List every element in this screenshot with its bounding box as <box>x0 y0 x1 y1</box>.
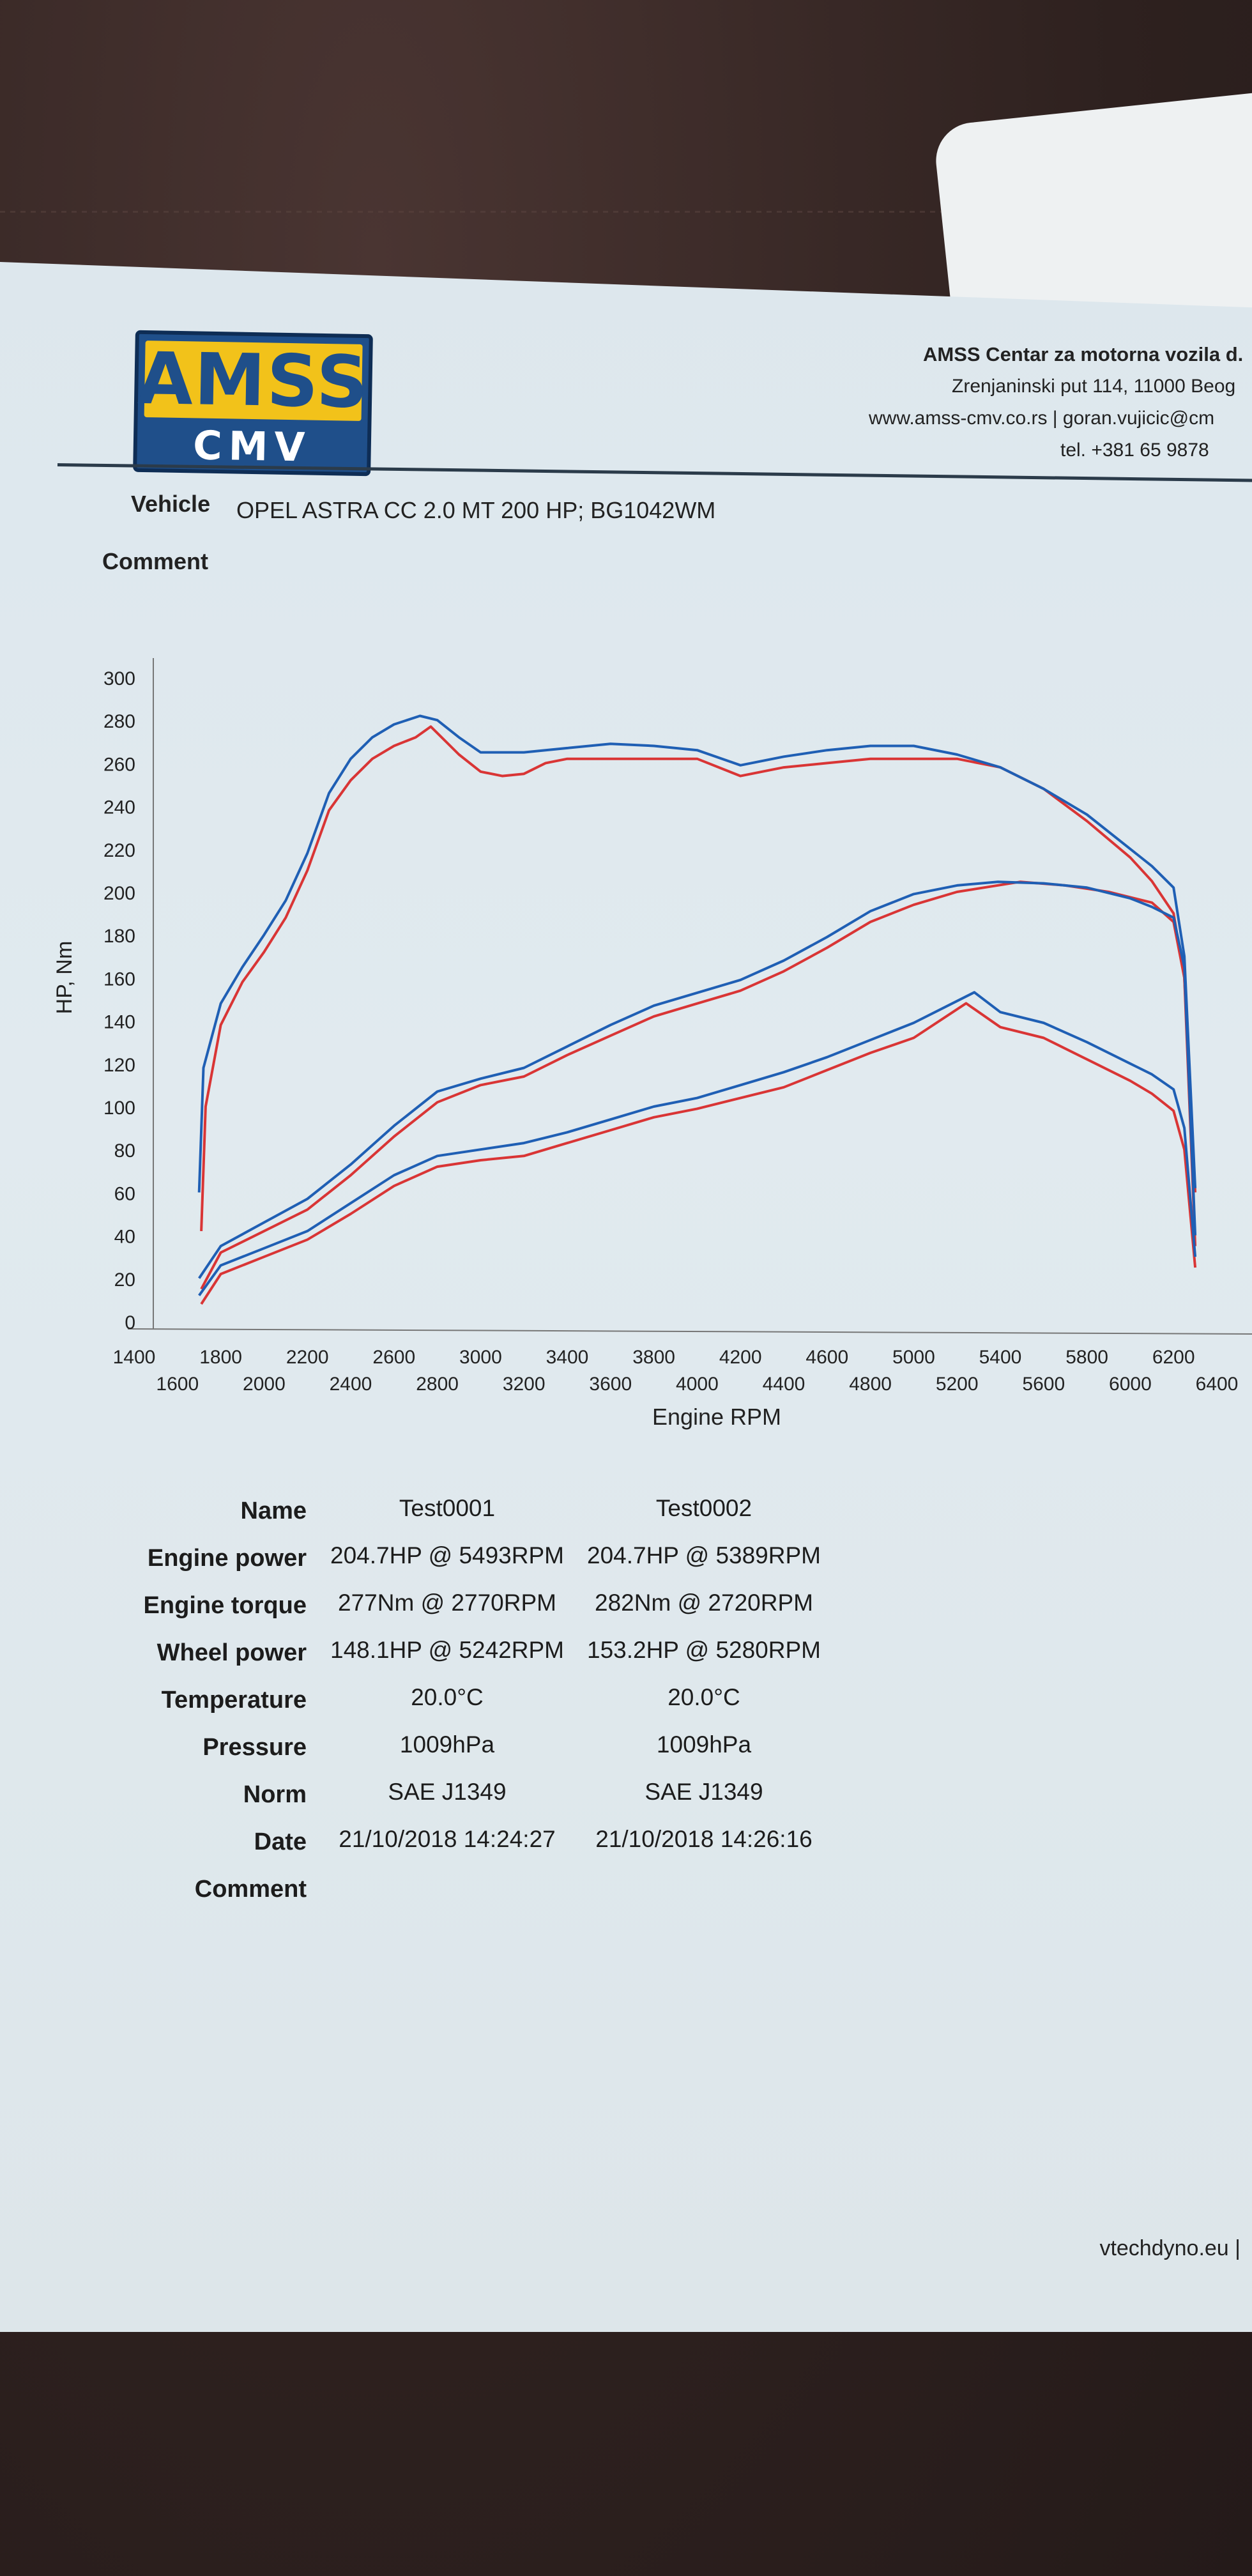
table-cell-test2-temperature: 20.0°C <box>668 1684 740 1710</box>
table-cell-test2-date: 21/10/2018 14:26:16 <box>595 1826 813 1852</box>
table-label-temperature: Temperature <box>161 1687 307 1713</box>
series-line-test0001-engine-power <box>200 880 1197 1290</box>
x-tick-label: 3200 <box>503 1374 546 1395</box>
table-label-wheel-power: Wheel power <box>156 1639 307 1666</box>
x-tick-label: 4800 <box>849 1374 892 1395</box>
company-info: AMSS Centar za motorna vozila d. Zrenjan… <box>869 339 1252 466</box>
y-tick-label: 100 <box>103 1098 135 1119</box>
y-tick-label: 80 <box>114 1140 135 1162</box>
chart-ticks: 0 20 40 60 80 100 120 140 160 180 200 220 240 260 280 3… <box>103 668 1239 1395</box>
table-label-pressure: Pressure <box>202 1734 307 1761</box>
table-label-engine-power: Engine power <box>147 1545 307 1572</box>
company-tel: tel. +381 65 9878 <box>1060 440 1209 461</box>
table-cell-test2-engine-power: 204.7HP @ 5389RPM <box>587 1542 821 1568</box>
table-cell-test2-wheel-power: 153.2HP @ 5280RPM <box>587 1637 821 1663</box>
table-cell-test1-name: Test0001 <box>399 1495 496 1521</box>
x-tick-label: 1400 <box>113 1347 156 1368</box>
table-label-name: Name <box>240 1498 307 1524</box>
x-tick-label: 2000 <box>243 1374 286 1395</box>
x-tick-label: 2800 <box>416 1374 459 1395</box>
y-tick-label: 60 <box>114 1183 135 1204</box>
table-cell-test1-norm: SAE J1349 <box>388 1779 507 1805</box>
y-axis-label: HP, Nm <box>52 941 77 1015</box>
y-tick-label: 220 <box>103 840 135 861</box>
y-tick-label: 160 <box>103 969 135 990</box>
table-cell-test1-pressure: 1009hPa <box>399 1731 495 1758</box>
table-cell-test1-engine-power: 204.7HP @ 5493RPM <box>330 1542 564 1568</box>
dyno-sheet <box>0 262 1252 2332</box>
y-tick-label: 240 <box>103 797 135 818</box>
y-tick-label: 260 <box>103 754 135 775</box>
table-cell-test2-pressure: 1009hPa <box>656 1731 752 1758</box>
x-tick-label: 3800 <box>632 1347 675 1368</box>
x-tick-label: 2200 <box>286 1347 329 1368</box>
series-line-test0002-engine-power <box>198 880 1197 1279</box>
x-axis-label: Engine RPM <box>652 1404 781 1430</box>
table-label-comment: Comment <box>194 1876 307 1903</box>
x-tick-label: 5800 <box>1065 1347 1108 1368</box>
x-tick-label: 4000 <box>676 1374 719 1395</box>
series-line-test0002-wheel-power <box>198 991 1197 1296</box>
x-tick-label: 1600 <box>156 1374 199 1395</box>
table-cell-test2-name: Test0002 <box>655 1495 752 1521</box>
x-tick-label: 6000 <box>1109 1374 1152 1395</box>
vehicle-label: Vehicle <box>131 491 211 517</box>
y-tick-label: 180 <box>103 926 135 947</box>
y-tick-label: 280 <box>103 711 135 732</box>
x-tick-label: 5600 <box>1022 1374 1065 1395</box>
y-tick-label: 40 <box>114 1227 135 1248</box>
dyno-chart: 0 20 40 60 80 100 120 140 160 180 200 220 240 260 280 3… <box>52 658 1252 1430</box>
x-tick-label: 6200 <box>1152 1347 1195 1368</box>
table-cell-test1-date: 21/10/2018 14:24:27 <box>339 1826 556 1852</box>
chart-axes <box>127 658 1252 1335</box>
table-cell-test1-wheel-power: 148.1HP @ 5242RPM <box>330 1637 564 1663</box>
table-label-engine-torque: Engine torque <box>143 1592 307 1619</box>
comment-label: Comment <box>102 548 209 574</box>
x-tick-label: 2600 <box>372 1347 415 1368</box>
seat-seam <box>0 211 1252 213</box>
x-tick-label: 5400 <box>979 1347 1022 1368</box>
x-tick-label: 2400 <box>330 1374 372 1395</box>
table-cell-test2-engine-torque: 282Nm @ 2720RPM <box>595 1590 813 1616</box>
vehicle-value: OPEL ASTRA CC 2.0 MT 200 HP; BG1042WM <box>236 497 716 523</box>
x-tick-label: 5000 <box>892 1347 935 1368</box>
y-tick-label: 140 <box>103 1012 135 1033</box>
table-label-date: Date <box>254 1828 307 1855</box>
company-address: Zrenjaninski put 114, 11000 Beog <box>952 376 1236 397</box>
company-name: AMSS Centar za motorna vozila d. <box>923 343 1244 365</box>
x-tick-label: 4600 <box>805 1347 848 1368</box>
table-cell-test1-temperature: 20.0°C <box>411 1684 484 1710</box>
company-web: www.amss-cmv.co.rs | goran.vujicic@cm <box>869 408 1215 429</box>
footer-text: vtechdyno.eu | <box>1099 2236 1241 2260</box>
x-tick-label: 4400 <box>763 1374 805 1395</box>
chart-series <box>197 714 1197 1305</box>
y-tick-label: 200 <box>103 883 135 904</box>
x-tick-label: 3400 <box>546 1347 589 1368</box>
x-tick-label: 3600 <box>589 1374 632 1395</box>
x-tick-label: 6400 <box>1196 1374 1239 1395</box>
x-tick-label: 3000 <box>459 1347 502 1368</box>
table-cell-test1-engine-torque: 277Nm @ 2770RPM <box>338 1590 556 1616</box>
x-tick-label: 4200 <box>719 1347 762 1368</box>
table-cell-test2-norm: SAE J1349 <box>645 1779 763 1805</box>
x-axis-line <box>127 1328 1252 1335</box>
series-line-test0001-wheel-power <box>200 1002 1197 1305</box>
x-tick-label: 1800 <box>199 1347 242 1368</box>
y-tick-label: 300 <box>103 668 135 689</box>
x-tick-label: 5200 <box>936 1374 979 1395</box>
y-tick-label: 0 <box>125 1312 135 1333</box>
series-line-test0001-torque <box>200 725 1197 1231</box>
y-tick-label: 120 <box>103 1055 135 1076</box>
table-label-norm: Norm <box>243 1781 307 1808</box>
series-line-test0002-torque <box>197 714 1197 1193</box>
y-tick-label: 20 <box>114 1269 135 1291</box>
